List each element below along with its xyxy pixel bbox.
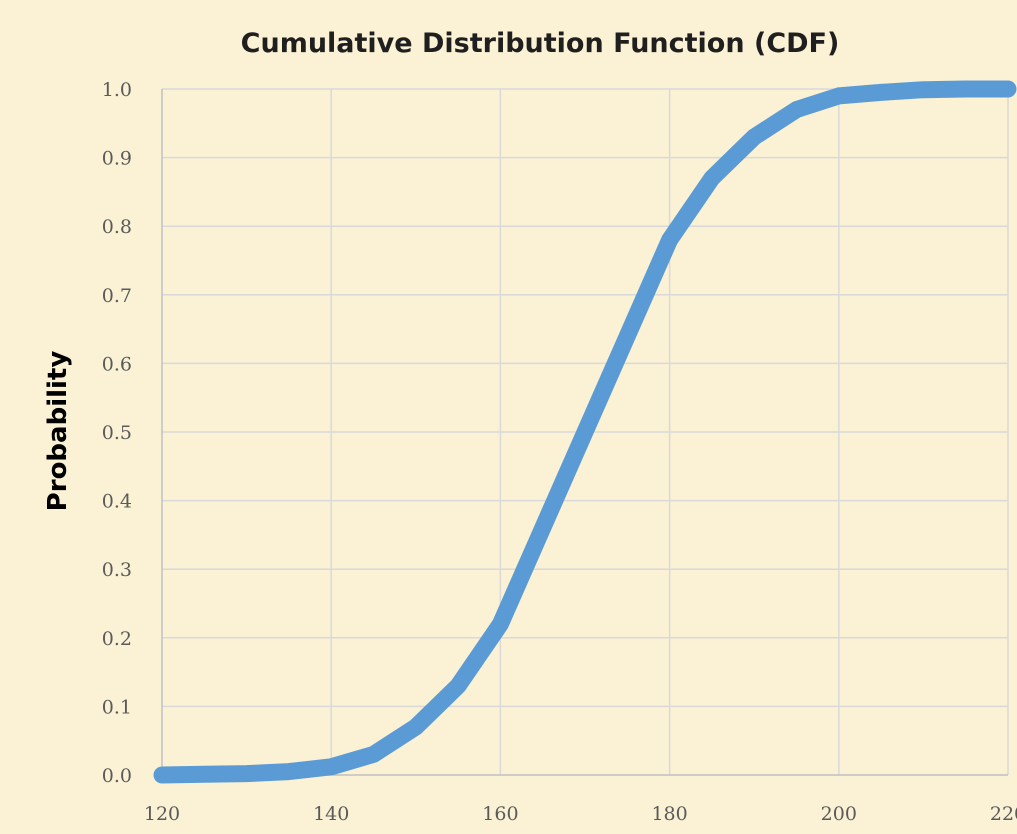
x-tick-labels: 120 140 160 180 200 220 bbox=[144, 803, 1017, 825]
x-tick-label: 160 bbox=[482, 803, 518, 825]
x-tick-label: 220 bbox=[990, 803, 1017, 825]
cdf-series-line bbox=[153, 80, 1017, 784]
x-tick-label: 180 bbox=[651, 803, 687, 825]
y-tick-label: 0.4 bbox=[102, 491, 132, 513]
y-tick-label: 0.8 bbox=[102, 216, 132, 238]
y-tick-label: 0.0 bbox=[102, 765, 132, 787]
y-axis-label: Probability bbox=[43, 351, 73, 512]
series-group bbox=[153, 80, 1017, 784]
y-tick-label: 0.2 bbox=[102, 628, 132, 650]
y-tick-label: 0.7 bbox=[102, 285, 132, 307]
x-tick-label: 200 bbox=[821, 803, 857, 825]
x-tick-label: 120 bbox=[144, 803, 180, 825]
y-tick-label: 0.3 bbox=[102, 559, 132, 581]
x-tick-label: 140 bbox=[313, 803, 349, 825]
y-tick-labels: 0.0 0.1 0.2 0.3 0.4 0.5 0.6 0.7 0.8 0.9 1.0 bbox=[102, 79, 132, 787]
y-tick-label: 0.6 bbox=[102, 353, 132, 375]
y-tick-label: 0.1 bbox=[102, 696, 132, 718]
y-tick-label: 1.0 bbox=[102, 79, 132, 101]
y-tick-label: 0.9 bbox=[102, 148, 132, 170]
y-tick-label: 0.5 bbox=[102, 422, 132, 444]
chart-title: Cumulative Distribution Function (CDF) bbox=[241, 28, 840, 59]
